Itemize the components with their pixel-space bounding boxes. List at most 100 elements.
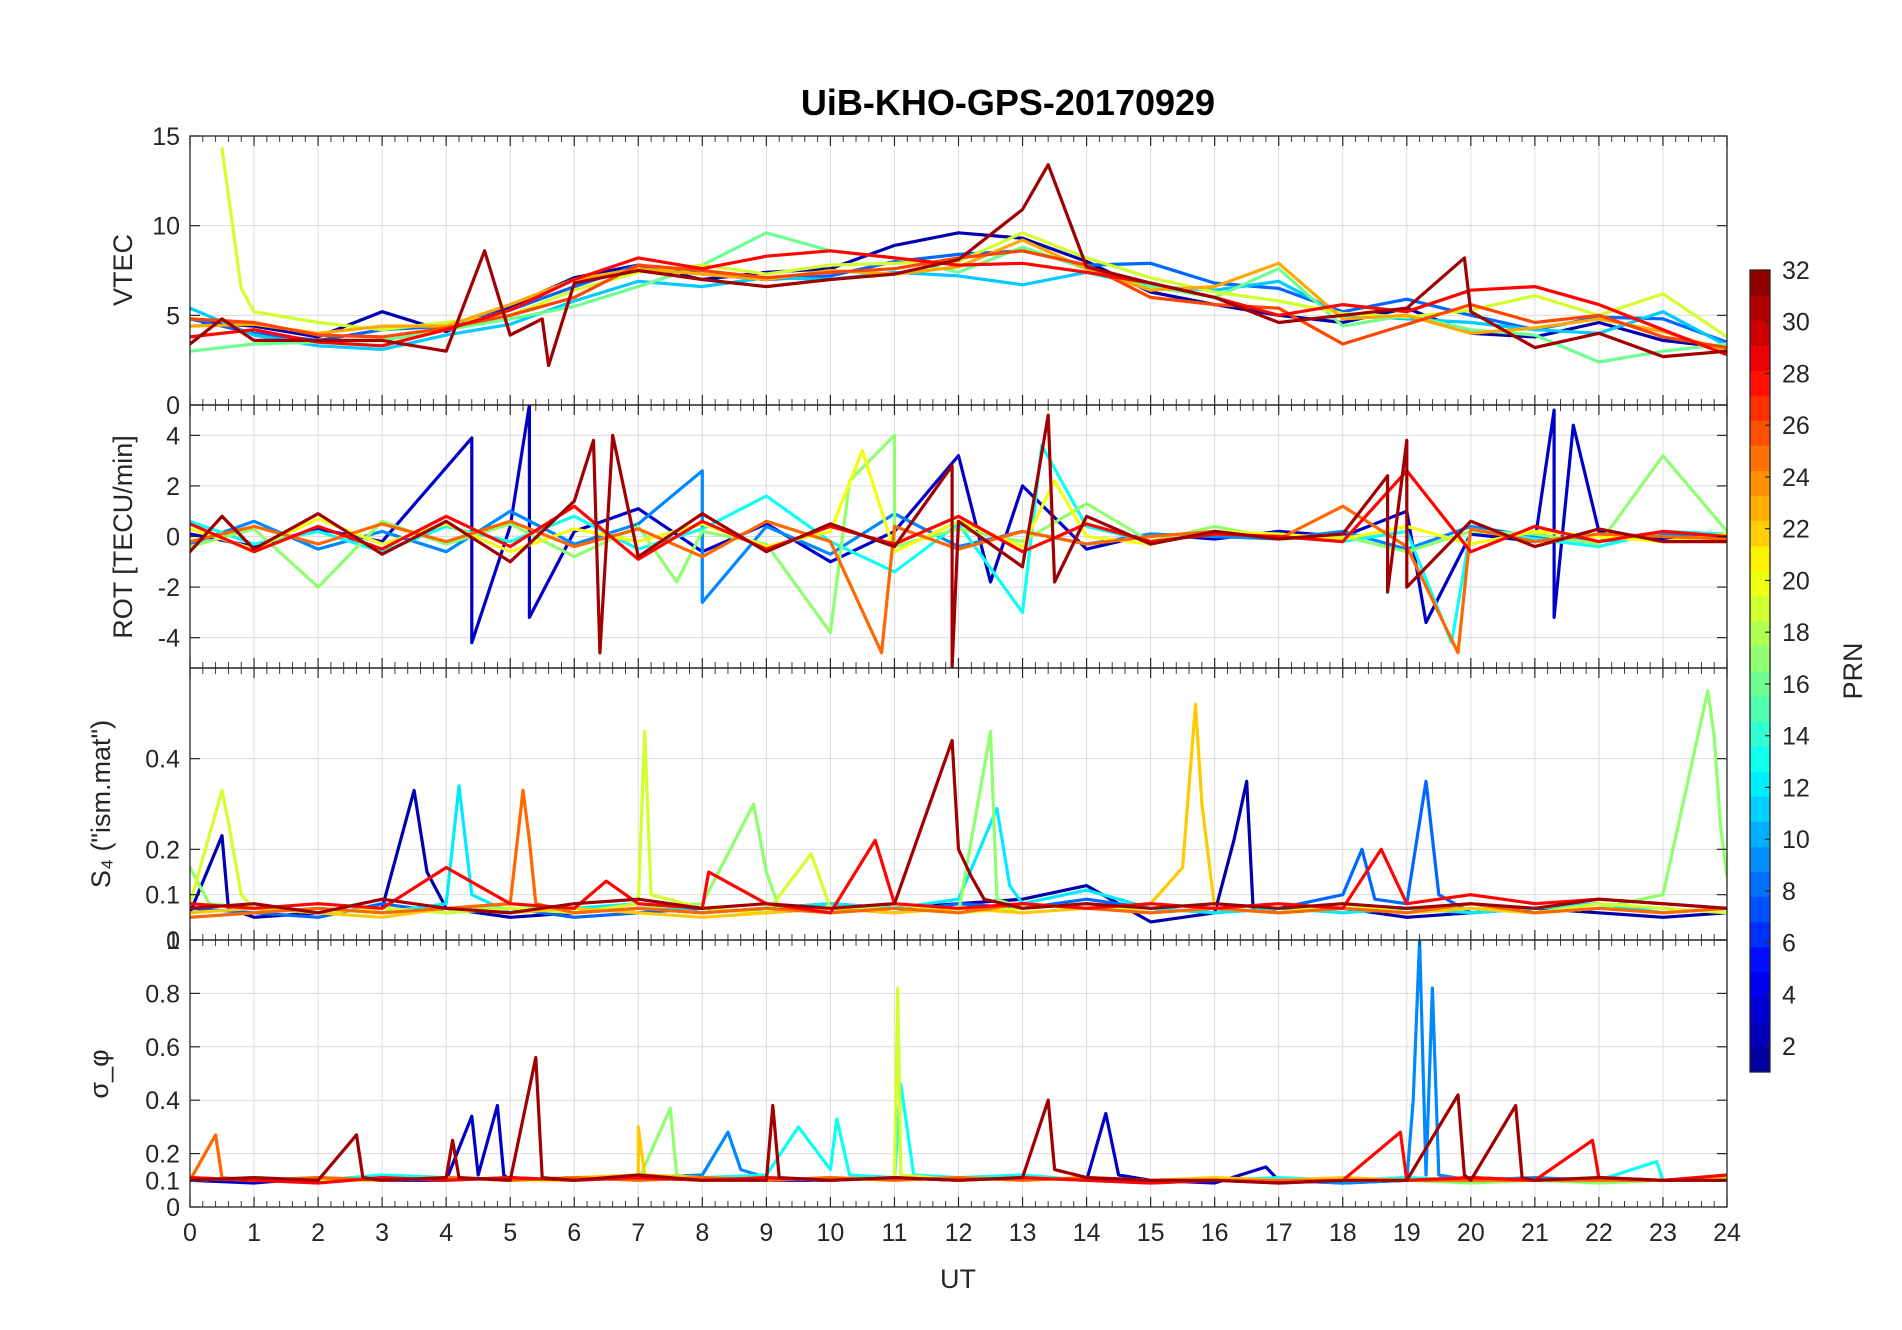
panel-4-series bbox=[190, 940, 1727, 1185]
colorbar-tick-label: 32 bbox=[1782, 257, 1810, 285]
colorbar-band bbox=[1750, 996, 1770, 1023]
colorbar-band bbox=[1750, 645, 1770, 672]
series-prn-25 bbox=[190, 1133, 1727, 1182]
x-tick-label: 18 bbox=[1329, 1219, 1357, 1247]
colorbar-tick-label: 2 bbox=[1782, 1033, 1796, 1061]
colorbar-band bbox=[1750, 370, 1770, 396]
x-tick-label: 23 bbox=[1649, 1219, 1677, 1247]
colorbar-band bbox=[1750, 345, 1770, 371]
colorbar-band bbox=[1750, 746, 1770, 772]
colorbar-tick-label: 30 bbox=[1782, 309, 1810, 337]
y-tick-label: 2 bbox=[166, 473, 180, 501]
x-tick-label: 10 bbox=[817, 1219, 845, 1247]
y-tick-label: 0.1 bbox=[145, 1167, 180, 1195]
series-prn-28 bbox=[190, 469, 1727, 561]
series-prn-28 bbox=[190, 249, 1727, 357]
y-tick-label: 0.4 bbox=[145, 746, 180, 774]
colorbar-band bbox=[1750, 445, 1770, 471]
y-axis-label-2: ROT [TECU/min] bbox=[108, 435, 138, 639]
x-tick-label: 22 bbox=[1585, 1219, 1613, 1247]
colorbar-band bbox=[1750, 871, 1770, 898]
panel-1-series bbox=[190, 147, 1727, 368]
colorbar-band bbox=[1750, 395, 1770, 421]
y-tick-label: -4 bbox=[158, 625, 180, 653]
colorbar-band bbox=[1750, 295, 1770, 321]
colorbar-band bbox=[1750, 270, 1770, 296]
y-tick-label: 0.6 bbox=[145, 1034, 180, 1062]
colorbar-band bbox=[1750, 545, 1770, 572]
y-tick-label: 0.2 bbox=[145, 836, 180, 864]
colorbar-band bbox=[1750, 520, 1770, 547]
colorbar-band bbox=[1750, 620, 1770, 647]
x-tick-label: 12 bbox=[945, 1219, 973, 1247]
colorbar-band bbox=[1750, 320, 1770, 346]
colorbar-band bbox=[1750, 495, 1770, 522]
x-tick-label: 0 bbox=[183, 1219, 197, 1247]
colorbar-tick-label: 18 bbox=[1782, 619, 1810, 647]
y-tick-label: 0 bbox=[166, 927, 180, 955]
colorbar-tick-label: 14 bbox=[1782, 723, 1810, 751]
panel-3: 0 0.1 0.2 0.4 S₄ ("ism.mat") bbox=[86, 667, 1728, 955]
x-tick-label: 21 bbox=[1521, 1219, 1549, 1247]
y-axis-label-3: S₄ ("ism.mat") bbox=[86, 720, 116, 888]
colorbar-band bbox=[1750, 470, 1770, 497]
y-axis-label-1: VTEC bbox=[108, 234, 138, 306]
colorbar-band bbox=[1750, 971, 1770, 998]
y-tick-label: -2 bbox=[158, 574, 180, 602]
colorbar-tick-label: 16 bbox=[1782, 671, 1810, 699]
y-tick-label: 0.1 bbox=[145, 882, 180, 910]
panel-2-series bbox=[190, 405, 1727, 668]
colorbar-tick-label: 8 bbox=[1782, 878, 1796, 906]
series-prn-31 bbox=[190, 413, 1727, 668]
colorbar-tick-label: 20 bbox=[1782, 567, 1810, 595]
x-tick-label: 17 bbox=[1265, 1219, 1293, 1247]
colorbar-band bbox=[1750, 796, 1770, 822]
colorbar-band bbox=[1750, 821, 1770, 847]
y-tick-label: 0.8 bbox=[145, 980, 180, 1008]
x-tick-label: 11 bbox=[881, 1219, 907, 1247]
x-tick-label: 19 bbox=[1393, 1219, 1421, 1247]
colorbar-band bbox=[1750, 921, 1770, 948]
y-axis-label-4: σ_φ bbox=[84, 1049, 114, 1098]
colorbar-frame bbox=[1749, 269, 1771, 1073]
panel-3-series bbox=[190, 689, 1727, 924]
y-tick-label: 0 bbox=[166, 524, 180, 552]
colorbar-tick-label: 12 bbox=[1782, 774, 1810, 802]
x-tick-label: 5 bbox=[503, 1219, 517, 1247]
x-tick-label: 8 bbox=[695, 1219, 709, 1247]
colorbar-tick-label: 22 bbox=[1782, 516, 1810, 544]
y-tick-label: 15 bbox=[152, 123, 180, 151]
series-prn-23 bbox=[190, 238, 1727, 353]
x-tick-label: 9 bbox=[759, 1219, 773, 1247]
x-tick-label: 13 bbox=[1009, 1219, 1037, 1247]
colorbar-band bbox=[1750, 696, 1770, 722]
colorbar-tick-label: 28 bbox=[1782, 360, 1810, 388]
colorbar-band bbox=[1750, 896, 1770, 923]
colorbar-band bbox=[1750, 1046, 1770, 1073]
colorbar-band bbox=[1750, 1021, 1770, 1048]
y-tick-label: 0.4 bbox=[145, 1087, 180, 1115]
colorbar-band bbox=[1750, 420, 1770, 446]
colorbar-tick-label: 10 bbox=[1782, 826, 1810, 854]
x-axis-label: UT bbox=[940, 1264, 976, 1294]
series-prn-11 bbox=[190, 270, 1727, 351]
series-prn-31 bbox=[190, 738, 1727, 915]
y-tick-label: 0 bbox=[166, 392, 180, 420]
colorbar-band bbox=[1750, 771, 1770, 797]
series-prn-3 bbox=[190, 405, 1727, 645]
x-tick-label: 15 bbox=[1137, 1219, 1165, 1247]
x-tick-label: 3 bbox=[375, 1219, 389, 1247]
x-tick-label: 4 bbox=[439, 1219, 453, 1247]
y-tick-label: 0 bbox=[166, 1194, 180, 1222]
series-prn-25 bbox=[190, 788, 1727, 919]
panel-2: -4 -2 0 2 4 ROT [TECU/min] bbox=[108, 404, 1728, 669]
colorbar-tick-label: 26 bbox=[1782, 412, 1810, 440]
chart-title: UiB-KHO-GPS-20170929 bbox=[801, 82, 1215, 123]
colorbar-band bbox=[1750, 946, 1770, 973]
colorbar-band bbox=[1750, 721, 1770, 747]
colorbar-tick-label: 24 bbox=[1782, 464, 1810, 492]
x-tick-label: 1 bbox=[247, 1219, 261, 1247]
x-tick-label: 7 bbox=[631, 1219, 645, 1247]
